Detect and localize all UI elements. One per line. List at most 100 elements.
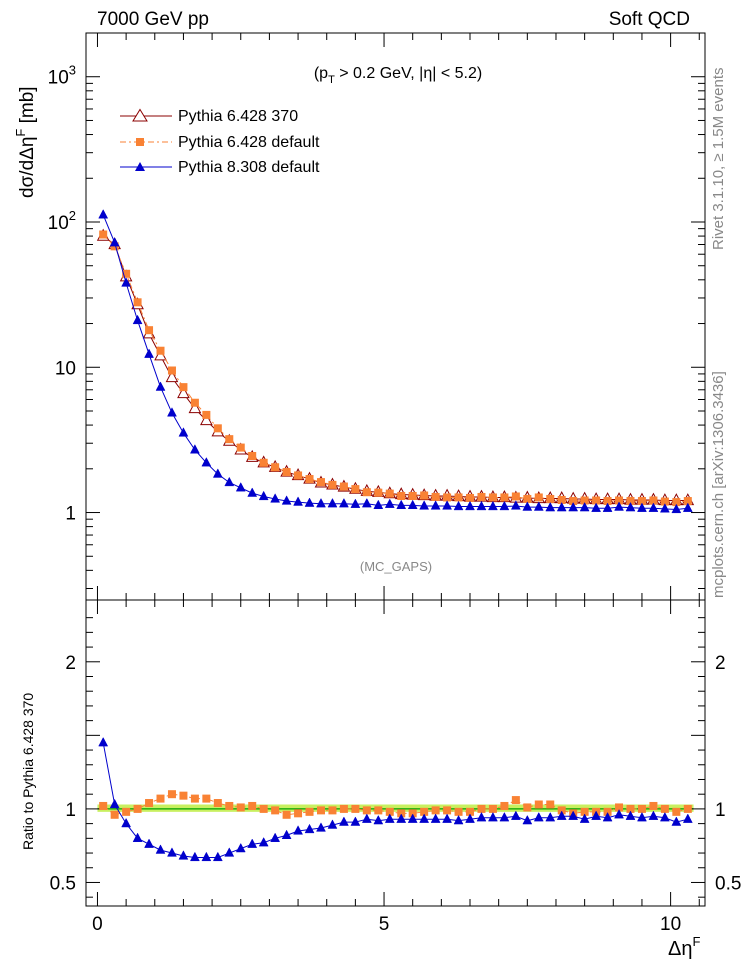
ratio-y-axis-label: Ratio to Pythia 6.428 370 xyxy=(20,693,36,850)
square-point xyxy=(156,794,165,803)
square-point xyxy=(626,804,635,813)
square-point xyxy=(431,492,440,501)
ratio-y-tick-label-right: 2 xyxy=(715,653,726,674)
square-point xyxy=(213,424,222,433)
triangle-point xyxy=(281,829,292,840)
square-point xyxy=(110,810,119,819)
triangle-point xyxy=(384,813,395,823)
plot-title-sub: T xyxy=(328,74,335,86)
triangle-point xyxy=(453,500,464,511)
square-point xyxy=(569,497,578,506)
open-triangle-point xyxy=(165,370,179,383)
triangle-point xyxy=(671,503,682,514)
square-point xyxy=(374,488,383,497)
square-point xyxy=(660,497,669,506)
triangle-point xyxy=(361,498,372,508)
square-point xyxy=(225,801,234,810)
square-point xyxy=(156,346,165,355)
triangle-point xyxy=(625,501,636,512)
main-y-tick-label: 10 xyxy=(55,358,76,379)
triangle-point xyxy=(258,490,269,501)
square-point xyxy=(443,493,452,502)
main-y-label-a: dσ/dΔη xyxy=(17,137,38,198)
triangle-point xyxy=(579,813,590,823)
ratio-y-tick-label: 2 xyxy=(65,653,76,674)
square-point xyxy=(282,468,291,477)
square-point xyxy=(534,800,543,809)
series-line xyxy=(102,235,688,502)
ratio-y-tick-label-right: 0.5 xyxy=(715,873,741,894)
series-ratio-triangle xyxy=(98,736,693,862)
square-point xyxy=(202,410,211,419)
triangle-point xyxy=(499,500,510,511)
square-point xyxy=(248,452,257,461)
triangle-point xyxy=(545,812,556,822)
triangle-point xyxy=(396,499,407,510)
triangle-point xyxy=(316,498,326,508)
square-point xyxy=(660,804,669,813)
triangle-point xyxy=(602,812,613,822)
triangle-point xyxy=(121,277,132,287)
square-point xyxy=(339,804,348,813)
square-point xyxy=(683,804,692,813)
triangle-point xyxy=(453,814,464,825)
triangle-point xyxy=(201,457,212,467)
triangle-point xyxy=(419,500,430,510)
square-point xyxy=(637,497,646,506)
square-point xyxy=(603,807,612,816)
ratio-y-axis: 0.5 0.5 1 1 2 2 xyxy=(50,617,741,898)
x-tick-label: 5 xyxy=(379,914,390,935)
square-point xyxy=(248,801,257,810)
square-point xyxy=(179,791,188,800)
main-y-tick-label: 103 xyxy=(48,63,76,89)
square-point xyxy=(351,804,360,813)
legend-entry-p6-default: Pythia 6.428 default xyxy=(120,134,320,151)
square-point xyxy=(145,326,154,335)
main-y-label-b: [mb] xyxy=(17,86,38,128)
triangle-point xyxy=(327,498,338,508)
triangle-point xyxy=(132,314,143,325)
square-point xyxy=(546,800,555,809)
square-point xyxy=(99,801,108,810)
square-point xyxy=(649,801,658,810)
square-point xyxy=(397,491,406,500)
square-point xyxy=(408,491,417,500)
square-point xyxy=(202,794,211,803)
square-point xyxy=(259,458,268,467)
triangle-point xyxy=(614,501,624,511)
square-point xyxy=(477,804,486,813)
triangle-point xyxy=(659,812,670,822)
triangle-point xyxy=(350,816,361,826)
triangle-point xyxy=(281,495,292,505)
square-point xyxy=(500,801,509,810)
triangle-point xyxy=(339,816,349,826)
ratio-uncertainty-band xyxy=(97,804,694,812)
square-point xyxy=(133,298,142,307)
square-point xyxy=(523,803,532,812)
triangle-point xyxy=(293,496,303,506)
x-tick-label: 10 xyxy=(660,914,681,935)
plot-title-b: > 0.2 GeV, |η| < 5.2) xyxy=(335,65,482,82)
square-point xyxy=(133,804,142,813)
triangle-point xyxy=(304,497,315,507)
triangle-point xyxy=(373,814,384,825)
triangle-point xyxy=(659,503,670,513)
triangle-point xyxy=(178,850,189,860)
x-label-a: Δη xyxy=(668,938,692,960)
square-point xyxy=(511,492,520,501)
square-point xyxy=(385,807,394,816)
square-point xyxy=(683,497,692,506)
triangle-point xyxy=(247,487,258,497)
square-point xyxy=(557,495,566,504)
rivet-info-label: Rivet 3.1.10, ≥ 1.5M events xyxy=(710,68,727,251)
triangle-point xyxy=(201,851,212,862)
triangle-point xyxy=(648,810,659,820)
square-point xyxy=(339,482,348,491)
main-y-label-sup: F xyxy=(13,129,28,137)
plot-title-a: (p xyxy=(314,65,328,82)
legend-label-p8-default: Pythia 8.308 default xyxy=(178,159,320,176)
triangle-point xyxy=(132,832,143,842)
triangle-point xyxy=(339,498,349,508)
triangle-point xyxy=(568,501,579,512)
